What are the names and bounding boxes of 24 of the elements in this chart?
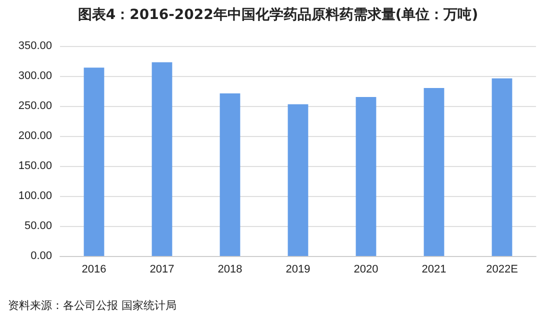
chart-title: 图表4：2016-2022年中国化学药品原料药需求量(单位：万吨) xyxy=(76,6,480,24)
bar xyxy=(492,78,512,256)
text: 资料来源：各公司公报 国家统计局 xyxy=(8,298,176,313)
y-tick-label: 350.00 xyxy=(18,40,52,52)
y-tick-label: 250.00 xyxy=(18,100,52,112)
x-tick-label: 2019 xyxy=(286,264,310,276)
bar xyxy=(424,88,444,256)
x-tick-label: 2017 xyxy=(150,264,174,276)
x-tick-label: 2020 xyxy=(354,264,378,276)
bar xyxy=(152,62,172,256)
x-tick-label: 2022E xyxy=(486,264,518,276)
x-tick-label: 2018 xyxy=(218,264,242,276)
x-tick-label: 2021 xyxy=(422,264,446,276)
bar xyxy=(84,68,104,256)
y-tick-label: 0.00 xyxy=(30,250,52,262)
bar xyxy=(220,93,240,256)
y-tick-label: 300.00 xyxy=(18,70,52,82)
y-tick-label: 200.00 xyxy=(18,130,52,142)
y-tick-label: 100.00 xyxy=(18,190,52,202)
y-tick-label: 150.00 xyxy=(18,160,52,172)
bar xyxy=(288,104,308,256)
x-tick-label: 2016 xyxy=(82,264,106,276)
y-tick-label: 50.00 xyxy=(24,220,52,232)
bar xyxy=(356,97,376,256)
